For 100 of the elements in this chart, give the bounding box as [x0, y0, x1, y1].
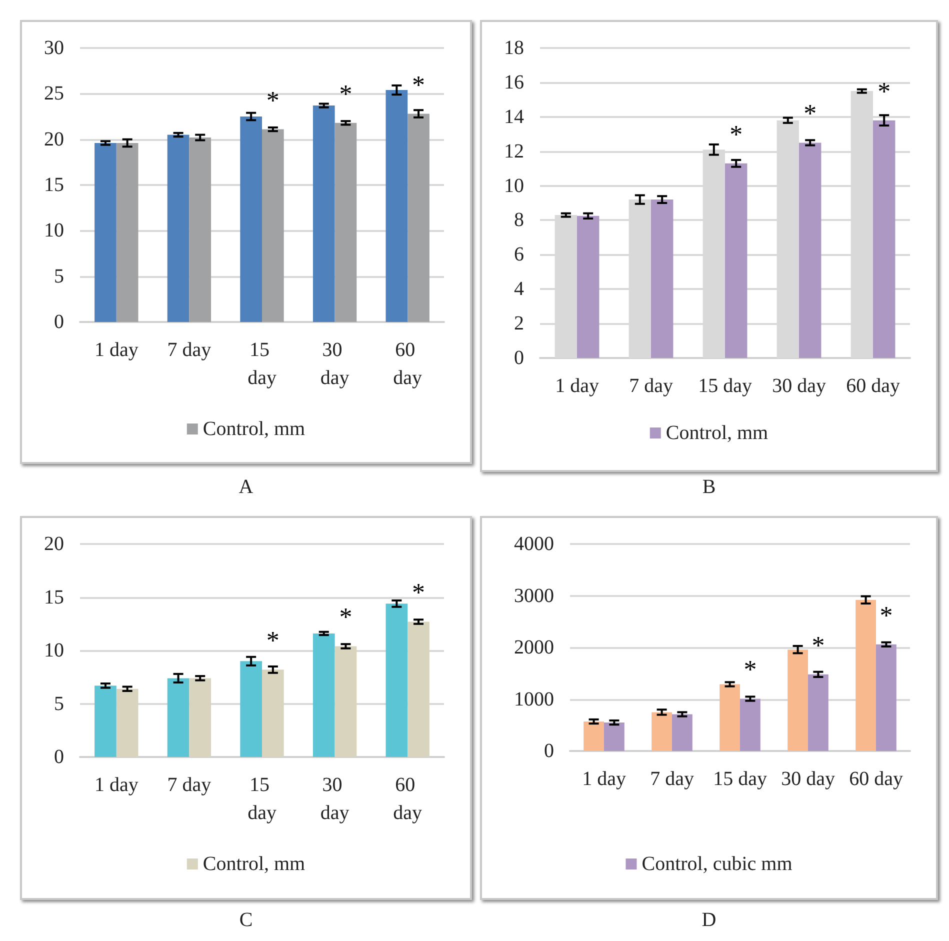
x-tick-label: 30 day	[772, 375, 826, 397]
bar	[740, 698, 760, 751]
bar	[240, 116, 262, 322]
annotation: *	[339, 602, 352, 632]
bar	[408, 114, 430, 322]
y-tick-label: 20	[44, 533, 64, 555]
x-tick-label: 15 day	[248, 774, 276, 824]
legend-label: Control, mm	[666, 422, 769, 444]
x-tick-label: 15 day	[698, 375, 752, 397]
annotation: *	[266, 86, 280, 115]
y-tick-label: 25	[44, 82, 64, 105]
bar	[856, 600, 876, 751]
y-tick-label: 30	[44, 37, 64, 59]
bar	[672, 714, 692, 751]
annotation: *	[804, 99, 817, 128]
annotation: *	[266, 626, 280, 656]
y-tick-label: 15	[44, 174, 64, 196]
x-tick-label: 7 day	[167, 339, 212, 361]
x-tick-label: 30 day	[320, 339, 350, 389]
x-tick-label: 30 day	[320, 774, 350, 824]
y-tick-label: 5	[54, 265, 64, 288]
text: C	[239, 909, 253, 931]
y-tick-label: 16	[504, 71, 524, 94]
bar	[584, 722, 604, 751]
legend-label: Control, mm	[202, 853, 306, 875]
text: D	[702, 909, 716, 931]
bar	[386, 90, 408, 322]
bar	[167, 678, 190, 757]
annotation: *	[880, 600, 893, 630]
x-tick-label: 7 day	[629, 375, 673, 397]
y-tick-label: 10	[44, 640, 64, 662]
y-tick-label: 6	[514, 244, 524, 266]
x-tick-label: 1 day	[94, 339, 138, 361]
text: A	[238, 476, 254, 498]
x-tick-label: 1 day	[582, 768, 626, 790]
y-tick-label: 10	[44, 220, 64, 242]
x-tick-label: 60 day	[393, 339, 422, 389]
x-tick-label: 60 day	[849, 768, 903, 790]
annotation: *	[878, 76, 891, 106]
y-tick-label: 4	[514, 278, 524, 300]
bar	[116, 142, 138, 322]
bar	[386, 604, 408, 757]
bar	[725, 163, 748, 358]
annotation: *	[730, 120, 743, 149]
bar	[408, 622, 430, 757]
y-tick-label: 0	[514, 347, 524, 369]
y-tick-label: 10	[504, 174, 524, 197]
legend-label: Control, cubic mm	[642, 853, 793, 875]
y-tick-label: 1000	[514, 688, 554, 710]
y-tick-label: 14	[504, 106, 524, 128]
y-tick-label: 12	[504, 140, 524, 162]
x-tick-label: 60 day	[846, 375, 900, 397]
x-tick-label: 30 day	[781, 768, 835, 790]
bar	[808, 674, 828, 751]
annotation: *	[339, 79, 352, 108]
x-tick-label: 60 day	[393, 774, 422, 824]
bar	[577, 216, 600, 358]
y-tick-label: 20	[44, 128, 64, 150]
bar	[116, 688, 138, 757]
y-tick-label: 2	[514, 312, 524, 335]
bar	[788, 650, 808, 751]
bar	[799, 142, 822, 358]
text: B	[702, 476, 716, 498]
bar	[94, 686, 116, 757]
bar	[334, 646, 357, 757]
x-tick-label: 1 day	[555, 375, 599, 397]
bar	[262, 129, 284, 322]
bar	[334, 122, 357, 322]
x-tick-label: 7 day	[167, 774, 212, 796]
bar	[652, 712, 672, 751]
bar	[167, 134, 190, 322]
bar	[876, 644, 896, 751]
y-tick-label: 4000	[514, 533, 554, 555]
bar	[873, 120, 896, 358]
y-tick-label: 8	[514, 209, 524, 232]
bar	[94, 142, 116, 322]
y-tick-label: 15	[44, 586, 64, 608]
y-tick-label: 3000	[514, 584, 554, 607]
bar	[312, 106, 335, 322]
x-tick-label: 15 day	[713, 768, 767, 790]
x-tick-label: 1 day	[94, 774, 138, 796]
x-tick-label: 15 day	[248, 339, 276, 389]
bar	[312, 633, 335, 757]
y-tick-label: 5	[54, 692, 64, 715]
y-tick-label: 18	[504, 37, 524, 59]
y-tick-label: 0	[54, 746, 64, 768]
legend-label: Control, mm	[202, 418, 306, 440]
bar	[604, 722, 624, 751]
bar	[651, 200, 674, 358]
bar	[189, 678, 212, 757]
bar	[720, 684, 740, 751]
annotation: *	[412, 70, 426, 100]
y-tick-label: 2000	[514, 636, 554, 658]
bar	[262, 670, 284, 757]
annotation: *	[744, 655, 757, 684]
bar	[240, 661, 262, 757]
annotation: *	[812, 630, 825, 660]
y-tick-label: 0	[54, 311, 64, 333]
bar	[189, 138, 212, 322]
x-tick-label: 7 day	[650, 768, 694, 790]
